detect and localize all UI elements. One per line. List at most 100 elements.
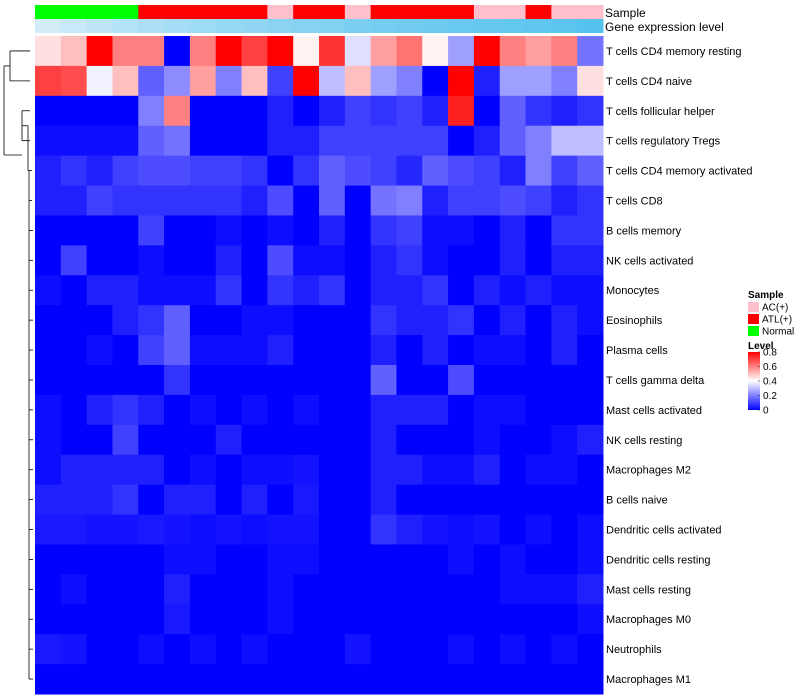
heatmap-cell [319,424,346,456]
heatmap-cell [241,484,268,516]
heatmap-cell [448,454,475,486]
row-label: T cells CD8 [606,196,663,208]
heatmap-cell [138,125,165,157]
heatmap-cell [319,275,346,306]
heatmap-cell [551,305,578,336]
expression-track-label: Gene expression level [605,20,724,34]
heatmap-cell [215,365,243,396]
heatmap-cell [60,65,88,97]
heatmap-cell [370,394,397,426]
heatmap-cell [473,305,501,336]
heatmap-cell [448,514,475,545]
heatmap-cell [241,185,268,216]
heatmap-cell [577,454,604,486]
heatmap-cell [344,95,372,127]
heatmap-cell [293,95,320,127]
sample-anno-cell [319,5,346,19]
heatmap-cell [344,574,372,605]
heatmap-cell [577,185,604,216]
heatmap-cell [35,155,62,187]
heatmap-cell [551,275,578,306]
heatmap-cell [112,65,139,97]
sample-anno-cell [138,5,165,19]
heatmap-cell [577,305,604,336]
row-label: Macrophages M2 [606,465,691,477]
heatmap-cell [396,155,423,187]
heatmap-cell [370,454,397,486]
heatmap-cell [396,185,423,216]
heatmap-cell [344,155,372,187]
heatmap-cell [241,275,268,306]
heatmap-cell [344,514,372,545]
heatmap-cell [344,185,372,216]
heatmap-cell [112,454,139,486]
heatmap-cell [525,664,552,695]
heatmap-cell [267,95,294,127]
heatmap-cell [189,335,217,366]
heatmap-cell [241,95,268,127]
heatmap-cell [525,454,552,486]
heatmap-cell [267,484,294,516]
heatmap-cell [370,125,397,157]
heatmap-cell [319,544,346,575]
heatmap-cell [267,574,294,605]
level-tick-label: 0.8 [763,348,777,359]
heatmap-cell [35,394,62,426]
expression-anno-cell [577,19,604,33]
heatmap-cell [215,36,243,67]
heatmap-cell [370,634,397,665]
row-label: Dendritic cells activated [606,525,722,537]
heatmap-cell [319,245,346,276]
heatmap-cell [189,185,217,216]
heatmap-cell [525,215,552,246]
heatmap-cell [293,275,320,306]
heatmap-cell [370,335,397,366]
heatmap-cell [448,215,475,246]
heatmap-cell [473,65,501,97]
heatmap-cell [86,95,113,127]
row-label: T cells CD4 memory resting [606,46,742,58]
heatmap-cell [396,634,423,665]
heatmap-cell [370,36,397,67]
row-dendrogram [3,50,33,680]
heatmap-cell [319,185,346,216]
heatmap-cell [422,454,449,486]
level-colorbar [748,352,760,410]
heatmap-cell [189,365,217,396]
legend-sample-entries: AC(+)ATL(+)Normal [748,302,794,338]
heatmap-cell [551,245,578,276]
sample-anno-cell [189,5,217,19]
heatmap-cell [422,125,449,157]
expression-anno-cell [422,19,449,33]
heatmap-cell [577,95,604,127]
heatmap-cell [164,95,191,127]
heatmap-cell [319,394,346,426]
heatmap-cell [267,604,294,635]
heatmap-cell [344,245,372,276]
heatmap-cell [344,305,372,336]
heatmap-cell [551,36,578,67]
annotation-tracks [35,5,604,33]
expression-anno-cell [344,19,372,33]
heatmap-cell [551,185,578,216]
heatmap-cell [215,664,243,695]
heatmap-cell [138,574,165,605]
heatmap-cell [577,484,604,516]
heatmap-cell [525,95,552,127]
heatmap-cell [138,185,165,216]
heatmap-cell [138,215,165,246]
heatmap-cell [448,245,475,276]
legend-label: Normal [762,327,794,338]
heatmap-cell [241,664,268,695]
heatmap-cell [396,544,423,575]
heatmap-cell [86,65,113,97]
heatmap-cell [370,544,397,575]
heatmap-cell [525,275,552,306]
heatmap-cell [86,335,113,366]
heatmap-cell [60,155,88,187]
heatmap-cell [267,65,294,97]
heatmap-cell [138,394,165,426]
heatmap-cell [499,604,527,635]
heatmap-cell [293,514,320,545]
heatmap-cell [189,125,217,157]
